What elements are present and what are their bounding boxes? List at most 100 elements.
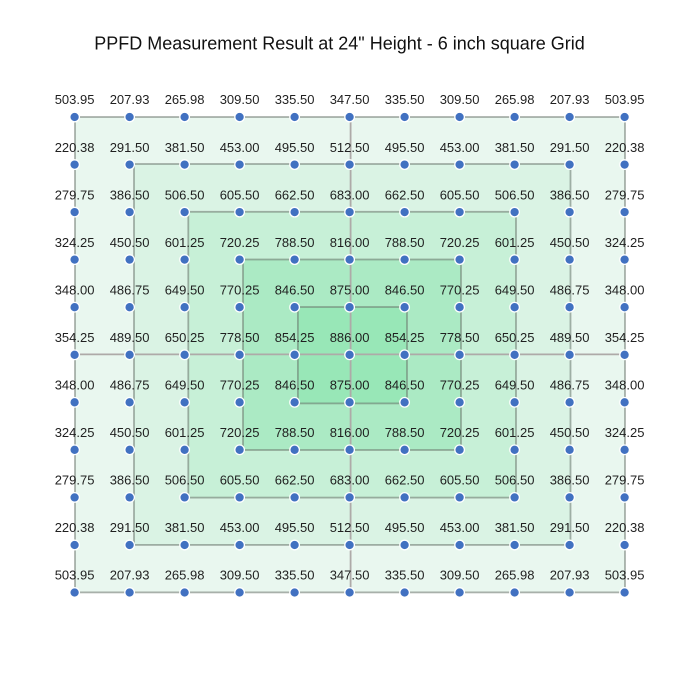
svg-text:347.50: 347.50 [330,92,370,107]
svg-text:489.50: 489.50 [550,330,590,345]
svg-text:309.50: 309.50 [220,568,260,583]
svg-text:381.50: 381.50 [495,520,535,535]
svg-text:662.50: 662.50 [275,187,315,202]
svg-text:506.50: 506.50 [165,187,205,202]
svg-text:683.00: 683.00 [330,473,370,488]
svg-text:601.25: 601.25 [495,425,535,440]
svg-text:381.50: 381.50 [165,140,205,155]
svg-text:649.50: 649.50 [495,378,535,393]
svg-text:846.50: 846.50 [385,378,425,393]
svg-text:662.50: 662.50 [385,187,425,202]
svg-text:354.25: 354.25 [605,330,645,345]
svg-text:778.50: 778.50 [440,330,480,345]
svg-text:450.50: 450.50 [550,425,590,440]
svg-text:PPFD Measurement Result at 24": PPFD Measurement Result at 24" Height - … [94,34,585,54]
svg-text:770.25: 770.25 [220,378,260,393]
svg-text:683.00: 683.00 [330,187,370,202]
svg-text:386.50: 386.50 [550,187,590,202]
svg-text:486.75: 486.75 [550,282,590,297]
svg-text:453.00: 453.00 [220,520,260,535]
svg-text:770.25: 770.25 [220,282,260,297]
svg-text:649.50: 649.50 [165,282,205,297]
svg-text:309.50: 309.50 [220,92,260,107]
svg-text:265.98: 265.98 [165,92,205,107]
svg-text:495.50: 495.50 [385,520,425,535]
svg-text:649.50: 649.50 [165,378,205,393]
svg-text:265.98: 265.98 [495,92,535,107]
svg-text:503.95: 503.95 [55,92,95,107]
svg-text:649.50: 649.50 [495,282,535,297]
svg-text:854.25: 854.25 [275,330,315,345]
svg-text:486.75: 486.75 [110,378,150,393]
svg-text:348.00: 348.00 [55,282,95,297]
svg-text:291.50: 291.50 [110,140,150,155]
svg-text:605.50: 605.50 [220,187,260,202]
svg-text:506.50: 506.50 [495,473,535,488]
svg-text:348.00: 348.00 [605,282,645,297]
svg-text:720.25: 720.25 [440,235,480,250]
svg-text:788.50: 788.50 [385,425,425,440]
svg-text:279.75: 279.75 [605,473,645,488]
svg-text:291.50: 291.50 [550,520,590,535]
svg-text:605.50: 605.50 [220,473,260,488]
svg-text:207.93: 207.93 [550,92,590,107]
svg-text:279.75: 279.75 [55,473,95,488]
svg-text:720.25: 720.25 [220,425,260,440]
svg-text:601.25: 601.25 [165,235,205,250]
svg-text:495.50: 495.50 [385,140,425,155]
svg-text:489.50: 489.50 [110,330,150,345]
svg-text:486.75: 486.75 [110,282,150,297]
svg-text:770.25: 770.25 [440,282,480,297]
svg-text:450.50: 450.50 [110,235,150,250]
svg-text:348.00: 348.00 [55,378,95,393]
svg-text:495.50: 495.50 [275,520,315,535]
svg-text:354.25: 354.25 [55,330,95,345]
svg-text:335.50: 335.50 [385,92,425,107]
svg-text:886.00: 886.00 [330,330,370,345]
svg-text:854.25: 854.25 [385,330,425,345]
svg-text:788.50: 788.50 [275,235,315,250]
svg-text:335.50: 335.50 [385,568,425,583]
svg-text:324.25: 324.25 [605,425,645,440]
svg-text:386.50: 386.50 [110,187,150,202]
svg-text:875.00: 875.00 [330,282,370,297]
svg-text:778.50: 778.50 [220,330,260,345]
svg-text:846.50: 846.50 [275,378,315,393]
svg-text:207.93: 207.93 [110,92,150,107]
svg-text:279.75: 279.75 [55,187,95,202]
svg-text:650.25: 650.25 [165,330,205,345]
svg-text:324.25: 324.25 [55,425,95,440]
svg-text:601.25: 601.25 [495,235,535,250]
svg-text:503.95: 503.95 [55,568,95,583]
svg-text:503.95: 503.95 [605,92,645,107]
svg-text:265.98: 265.98 [165,568,205,583]
svg-text:770.25: 770.25 [440,378,480,393]
svg-text:309.50: 309.50 [440,568,480,583]
svg-text:207.93: 207.93 [550,568,590,583]
svg-text:220.38: 220.38 [55,140,95,155]
svg-text:788.50: 788.50 [275,425,315,440]
svg-text:601.25: 601.25 [165,425,205,440]
svg-text:720.25: 720.25 [440,425,480,440]
svg-text:495.50: 495.50 [275,140,315,155]
svg-text:309.50: 309.50 [440,92,480,107]
svg-text:512.50: 512.50 [330,140,370,155]
svg-text:512.50: 512.50 [330,520,370,535]
svg-text:381.50: 381.50 [165,520,205,535]
svg-text:207.93: 207.93 [110,568,150,583]
svg-text:875.00: 875.00 [330,378,370,393]
svg-text:816.00: 816.00 [330,425,370,440]
svg-text:386.50: 386.50 [110,473,150,488]
svg-text:220.38: 220.38 [55,520,95,535]
svg-text:662.50: 662.50 [385,473,425,488]
svg-text:816.00: 816.00 [330,235,370,250]
svg-text:788.50: 788.50 [385,235,425,250]
svg-text:324.25: 324.25 [55,235,95,250]
svg-text:386.50: 386.50 [550,473,590,488]
svg-text:291.50: 291.50 [550,140,590,155]
svg-text:506.50: 506.50 [495,187,535,202]
svg-text:220.38: 220.38 [605,520,645,535]
svg-text:279.75: 279.75 [605,187,645,202]
svg-text:650.25: 650.25 [495,330,535,345]
svg-text:720.25: 720.25 [220,235,260,250]
